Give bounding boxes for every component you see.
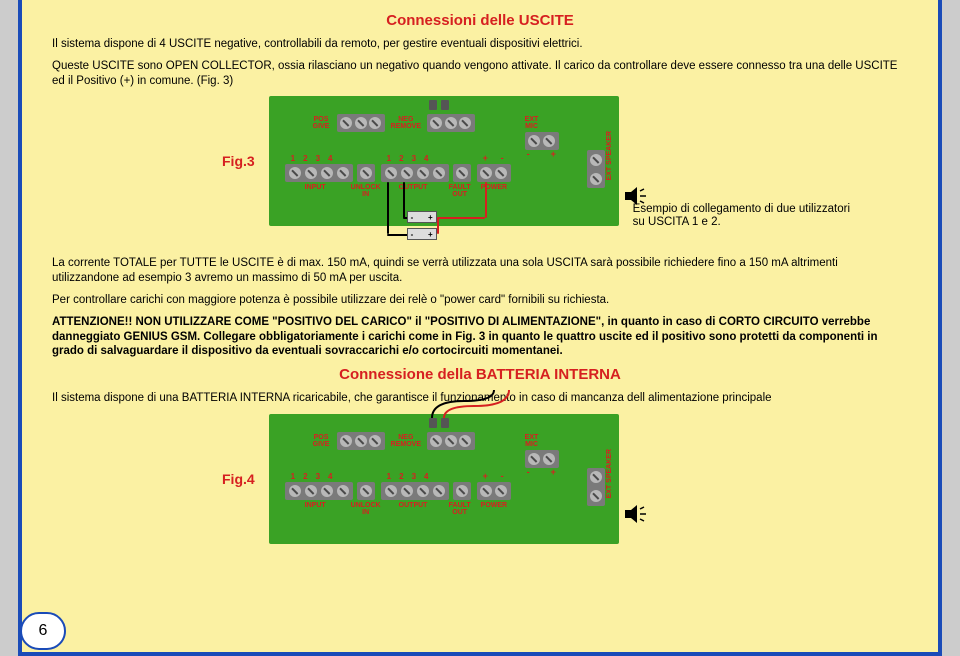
power-minus: - — [501, 154, 504, 163]
mic-minus: - — [527, 468, 530, 477]
power-terminal — [477, 482, 511, 500]
section1-p2: Queste USCITE sono OPEN COLLECTOR, ossia… — [52, 59, 908, 88]
fault-label: FAULT OUT — [449, 184, 471, 198]
fault-label: FAULT OUT — [449, 502, 471, 516]
load-box-2: -+ — [407, 228, 437, 240]
ext-mic-terminal — [525, 132, 559, 150]
jumper — [429, 100, 437, 110]
pos-give-label: POS GIVE — [313, 434, 330, 448]
fault-terminal — [453, 482, 471, 500]
pos-give-terminal — [337, 114, 385, 132]
figure-4-row: Fig.4 POS GIVE NEG REMOVE EXT MIC - + 12… — [222, 414, 908, 544]
section1-p4: Per controllare carichi con maggiore pot… — [52, 293, 908, 307]
mic-minus: - — [527, 150, 530, 159]
input-numbers: 1234 — [291, 154, 333, 163]
fig3-caption: Esempio di collegamento di due utilizzat… — [633, 203, 863, 231]
ext-mic-terminal — [525, 450, 559, 468]
section1-p3: La corrente TOTALE per TUTTE le USCITE è… — [52, 256, 908, 285]
unlock-label: UNLOCK IN — [351, 502, 381, 516]
output-numbers: 1234 — [387, 472, 429, 481]
speaker-terminal — [587, 468, 605, 506]
load-box-1: -+ — [407, 211, 437, 223]
unlock-terminal — [357, 164, 375, 182]
fig3-label: Fig.3 — [222, 153, 255, 169]
mic-plus: + — [551, 468, 556, 477]
pos-give-terminal — [337, 432, 385, 450]
input-terminal — [285, 164, 353, 182]
speaker-icon — [621, 181, 651, 211]
neg-remove-label: NEG REMOVE — [391, 116, 421, 130]
section2-title: Connessione della BATTERIA INTERNA — [52, 366, 908, 383]
wire-power-red-v — [485, 182, 487, 218]
neg-remove-label: NEG REMOVE — [391, 434, 421, 448]
wire-h-out1 — [387, 234, 409, 236]
output-terminal — [381, 482, 449, 500]
pcb-board-fig4: POS GIVE NEG REMOVE EXT MIC - + 1234 INP… — [269, 414, 619, 544]
figure-3-row: Fig.3 POS GIVE NEG REMOVE EXT MIC - + — [222, 96, 908, 226]
input-label: INPUT — [305, 502, 326, 509]
mic-plus: + — [551, 150, 556, 159]
ext-speaker-label: EXT SPEAKER — [606, 449, 613, 498]
pcb-board-fig3: POS GIVE NEG REMOVE EXT MIC - + 1234 — [269, 96, 619, 226]
speaker-terminal — [587, 150, 605, 188]
jumper — [441, 100, 449, 110]
pos-give-label: POS GIVE — [313, 116, 330, 130]
ext-mic-label: EXT MIC — [525, 116, 539, 130]
power-label: POWER — [481, 502, 507, 509]
unlock-label: UNLOCK IN — [351, 184, 381, 198]
page-number: 6 — [39, 622, 48, 640]
wire-power-red-h1 — [437, 217, 485, 219]
section1-p1: Il sistema dispone di 4 USCITE negative,… — [52, 37, 908, 51]
output-terminal — [381, 164, 449, 182]
wire-out1-black — [387, 182, 389, 234]
speaker-icon — [621, 499, 651, 529]
battery-wires — [424, 396, 544, 426]
wire-out2-black — [403, 182, 405, 218]
output-numbers: 1234 — [387, 154, 429, 163]
neg-remove-terminal — [427, 114, 475, 132]
wire-power-red-v2 — [437, 217, 439, 234]
section1-p5: ATTENZIONE!! NON UTILIZZARE COME "POSITI… — [52, 315, 908, 358]
unlock-terminal — [357, 482, 375, 500]
fig4-label: Fig.4 — [222, 471, 255, 487]
input-terminal — [285, 482, 353, 500]
page-number-badge: 6 — [20, 612, 66, 650]
attention-bold: ATTENZIONE!! NON UTILIZZARE COME "POSITI… — [52, 316, 604, 328]
power-minus: - — [501, 472, 504, 481]
fault-terminal — [453, 164, 471, 182]
neg-remove-terminal — [427, 432, 475, 450]
page-frame: Connessioni delle USCITE Il sistema disp… — [18, 0, 942, 656]
power-plus: + — [483, 472, 488, 481]
ext-mic-label: EXT MIC — [525, 434, 539, 448]
input-numbers: 1234 — [291, 472, 333, 481]
output-label: OUTPUT — [399, 502, 428, 509]
power-plus: + — [483, 154, 488, 163]
input-label: INPUT — [305, 184, 326, 191]
ext-speaker-label: EXT SPEAKER — [606, 131, 613, 180]
power-terminal — [477, 164, 511, 182]
section1-title: Connessioni delle USCITE — [52, 12, 908, 29]
